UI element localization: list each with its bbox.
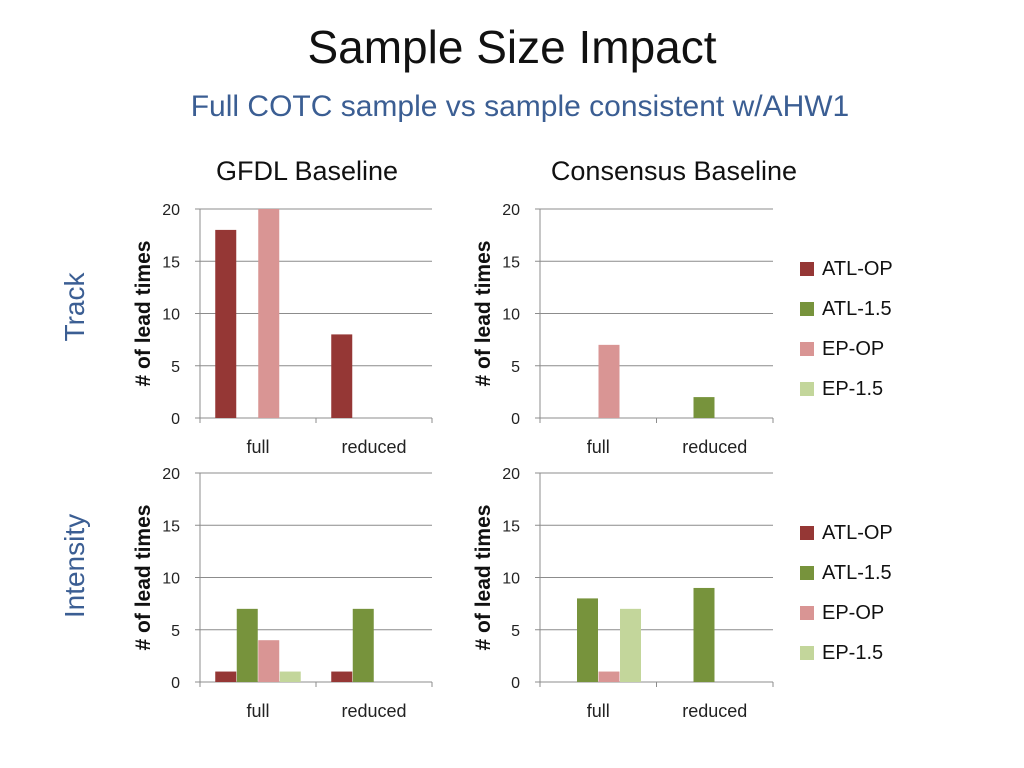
legend-label: EP-OP (822, 601, 885, 624)
legend-label: EP-1.5 (822, 641, 884, 664)
legend-label: ATL-OP (822, 257, 893, 280)
legend-swatch (800, 646, 814, 660)
legend-item-ep-op: EP-OP (800, 593, 893, 633)
legend-item-ep-15: EP-1.5 (800, 633, 893, 673)
bar-ep-1-5-full (620, 608, 641, 682)
y-tick-label: 0 (171, 411, 180, 428)
page-subtitle: Full COTC sample vs sample consistent w/… (190, 90, 850, 123)
legend-intensity: ATL-OP ATL-1.5 EP-OP EP-1.5 (800, 513, 893, 673)
legend-swatch (800, 526, 814, 540)
legend-label: EP-OP (822, 337, 885, 360)
bar-atl-1-5-full (236, 608, 258, 682)
y-axis-label: # of lead times (132, 505, 155, 651)
bar-atl-1-5-reduced (352, 608, 374, 682)
legend-swatch (800, 302, 814, 316)
x-tick-label: reduced (682, 437, 747, 457)
bar-ep-op-full (258, 209, 280, 418)
legend-item-atl-op: ATL-OP (800, 513, 893, 553)
y-tick-label: 20 (502, 466, 520, 483)
legend-item-ep-15: EP-1.5 (800, 369, 893, 409)
legend-item-ep-op: EP-OP (800, 329, 893, 369)
column-header-consensus: Consensus Baseline (550, 156, 798, 186)
y-tick-label: 5 (511, 359, 520, 376)
y-tick-label: 5 (511, 623, 520, 640)
y-tick-label: 10 (162, 307, 180, 324)
legend-label: ATL-OP (822, 521, 893, 544)
legend-item-atl-15: ATL-1.5 (800, 289, 893, 329)
y-tick-label: 10 (162, 571, 180, 588)
bar-ep-op-full (598, 344, 620, 418)
bar-ep-op-full (598, 671, 620, 682)
bar-atl-1-5-full (577, 598, 598, 682)
bar-atl-op-full (215, 671, 237, 682)
y-tick-label: 0 (511, 675, 520, 692)
bar-ep-1-5-full (279, 671, 301, 682)
legend-label: ATL-1.5 (822, 297, 892, 320)
legend-label: EP-1.5 (822, 377, 884, 400)
bar-atl-1-5-reduced (693, 587, 715, 682)
bar-ep-op-full (258, 640, 280, 682)
y-tick-label: 0 (171, 675, 180, 692)
y-tick-label: 15 (162, 254, 180, 271)
legend-swatch (800, 262, 814, 276)
legend-swatch (800, 382, 814, 396)
x-tick-label: full (587, 437, 610, 457)
y-tick-label: 10 (502, 307, 520, 324)
y-tick-label: 20 (502, 202, 520, 219)
x-tick-label: reduced (341, 701, 406, 721)
column-header-gfdl: GFDL Baseline (215, 156, 399, 186)
y-axis-label: # of lead times (472, 241, 495, 387)
bar-atl-op-full (215, 229, 237, 418)
x-tick-label: full (246, 701, 269, 721)
y-tick-label: 15 (502, 254, 520, 271)
x-tick-label: full (246, 437, 269, 457)
y-tick-label: 15 (162, 518, 180, 535)
legend-swatch (800, 342, 814, 356)
legend-label: ATL-1.5 (822, 561, 892, 584)
y-axis-label: # of lead times (132, 241, 155, 387)
y-tick-label: 0 (511, 411, 520, 428)
y-tick-label: 5 (171, 623, 180, 640)
y-tick-label: 10 (502, 571, 520, 588)
page-title: Sample Size Impact (307, 21, 717, 73)
y-tick-label: 15 (502, 518, 520, 535)
legend-swatch (800, 566, 814, 580)
bar-atl-op-reduced (331, 334, 353, 418)
y-axis-label: # of lead times (472, 505, 495, 651)
x-tick-label: reduced (682, 701, 747, 721)
legend-item-atl-15: ATL-1.5 (800, 553, 893, 593)
bar-atl-op-reduced (331, 671, 353, 682)
legend-swatch (800, 606, 814, 620)
x-tick-label: full (587, 701, 610, 721)
y-tick-label: 5 (171, 359, 180, 376)
bar-atl-1-5-reduced (693, 397, 715, 418)
legend-item-atl-op: ATL-OP (800, 249, 893, 289)
x-tick-label: reduced (341, 437, 406, 457)
y-tick-label: 20 (162, 202, 180, 219)
legend-track: ATL-OP ATL-1.5 EP-OP EP-1.5 (800, 249, 893, 409)
y-tick-label: 20 (162, 466, 180, 483)
